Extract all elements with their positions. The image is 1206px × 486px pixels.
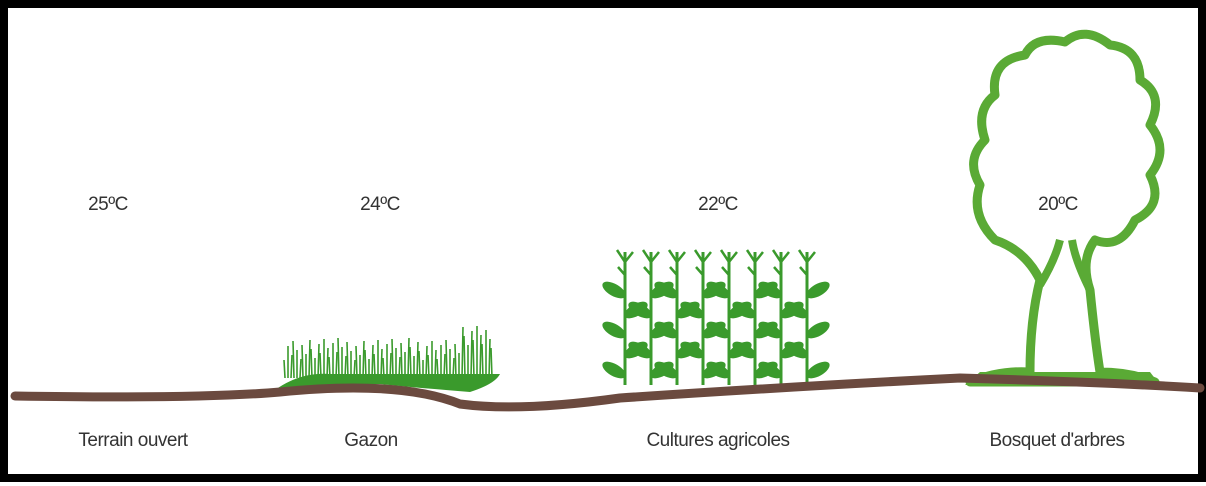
grass-blade	[318, 344, 319, 378]
grass-blade	[383, 358, 384, 378]
zone-label: Bosquet d'arbres	[989, 430, 1124, 451]
grass-blade	[374, 354, 375, 378]
temperature: 24ºC	[360, 194, 400, 215]
grass-blade	[401, 343, 402, 378]
grass-blade	[417, 342, 418, 378]
grass-blade	[345, 356, 346, 378]
grass-blade	[300, 359, 301, 378]
grass-blade	[410, 347, 411, 378]
grass-blade	[381, 349, 382, 378]
grass-blade	[464, 336, 465, 378]
temperature: 25ºC	[88, 194, 128, 215]
grass-blade	[462, 327, 463, 378]
grass-blade	[489, 339, 490, 378]
grass-blade	[363, 341, 364, 378]
grass-blade	[354, 360, 355, 378]
grass-blade	[327, 348, 328, 378]
grass-blade	[435, 350, 436, 378]
grass-blade	[347, 342, 348, 378]
grass-blade	[320, 353, 321, 378]
grass-blade	[482, 344, 483, 378]
grass-blade	[284, 360, 285, 378]
grass-blade	[446, 340, 447, 378]
grass-blade	[390, 353, 391, 378]
grass-blade	[437, 359, 438, 378]
grass-blade	[428, 355, 429, 378]
grass-blade	[372, 345, 373, 378]
grass-blade	[311, 349, 312, 378]
grass-blade	[392, 339, 393, 378]
zone-label: Cultures agricoles	[646, 430, 789, 451]
grass-blade	[309, 340, 310, 378]
grass-blade	[302, 345, 303, 378]
temperature: 20ºC	[1038, 194, 1078, 215]
grass-blade	[408, 338, 409, 378]
frame	[4, 4, 1202, 478]
grass-blade	[338, 338, 339, 378]
grass-blade	[455, 344, 456, 378]
grass-blade	[444, 354, 445, 378]
grass-blade	[426, 346, 427, 378]
diagram: 25ºC 24ºC 22ºC 20ºC Terrain ouvert Gazon…	[0, 0, 1206, 486]
grass-blade	[291, 355, 292, 378]
grass-blade	[336, 352, 337, 378]
grass-blade	[473, 340, 474, 378]
grass-blade	[491, 348, 492, 378]
grass-blade	[293, 341, 294, 378]
grass-blade	[453, 358, 454, 378]
grass-blade	[356, 346, 357, 378]
grass-blade	[419, 351, 420, 378]
grass-blade	[471, 331, 472, 378]
temperature: 22ºC	[698, 194, 738, 215]
grass-blade	[365, 350, 366, 378]
grass-blade	[399, 357, 400, 378]
zone-label: Gazon	[344, 430, 397, 451]
grass-blade	[480, 335, 481, 378]
grass-blade	[329, 357, 330, 378]
zone-label: Terrain ouvert	[78, 430, 188, 451]
